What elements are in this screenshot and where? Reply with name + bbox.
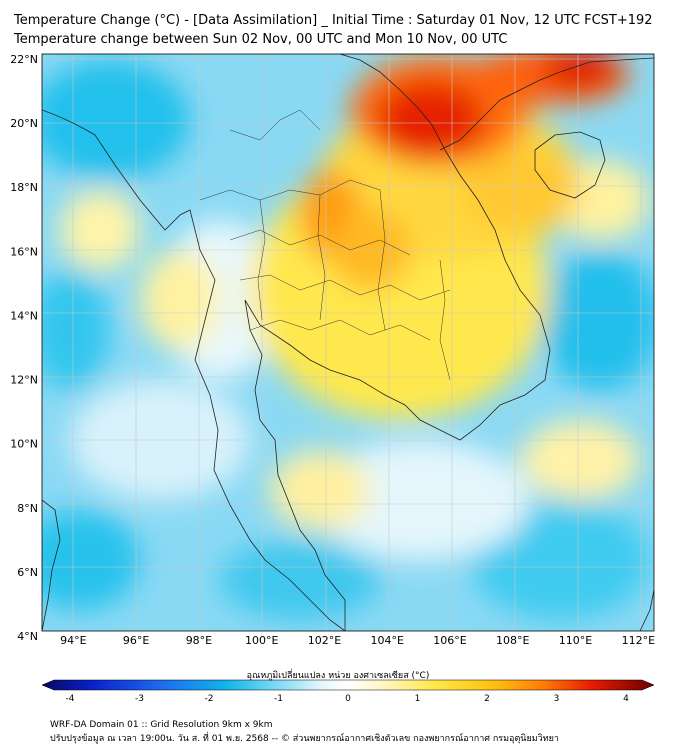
lon-tick-label: 106°E	[433, 634, 466, 647]
colorbar-tick-label: -2	[205, 694, 214, 704]
lat-tick-label: 20°N	[10, 117, 38, 130]
lat-tick-label: 22°N	[10, 53, 38, 66]
lon-tick-label: 98°E	[186, 634, 212, 647]
longitude-labels: 94°E 96°E 98°E 100°E 102°E 104°E 106°E 108°E 110…	[60, 634, 655, 647]
lon-tick-label: 102°E	[308, 634, 341, 647]
map-subtitle: Temperature change between Sun 02 Nov, 0…	[14, 32, 508, 47]
lat-tick-label: 6°N	[17, 566, 38, 579]
footer-update-info: ปรับปรุงข้อมูล ณ เวลา 19:00น. วัน ส. ที่…	[50, 734, 559, 744]
colorbar-tick-label: -1	[274, 694, 283, 704]
lon-tick-label: 110°E	[559, 634, 592, 647]
coastlines	[42, 54, 654, 631]
latitude-labels: 22°N 20°N 18°N 16°N 14°N 12°N 10°N 8°N 6°N 4°N	[10, 53, 38, 643]
colorbar-tick-label: 1	[415, 694, 421, 704]
lon-tick-label: 108°E	[496, 634, 529, 647]
colorbar-tick-label: 3	[554, 694, 560, 704]
lon-tick-label: 104°E	[371, 634, 404, 647]
footer-model-info: WRF-DA Domain 01 :: Grid Resolution 9km …	[50, 720, 273, 730]
lat-tick-label: 16°N	[10, 245, 38, 258]
lat-tick-label: 4°N	[17, 630, 38, 643]
colorbar-tick-label: 2	[484, 694, 490, 704]
lon-tick-label: 94°E	[60, 634, 86, 647]
province-borders	[199, 109, 451, 381]
lat-tick-label: 14°N	[10, 309, 38, 322]
colorbar-tick-label: -3	[135, 694, 144, 704]
lon-tick-label: 100°E	[245, 634, 278, 647]
colorbar: -4 -3 -2 -1 0 1 2 3 4	[41, 679, 655, 704]
lon-tick-label: 96°E	[123, 634, 149, 647]
lon-tick-label: 112°E	[622, 634, 655, 647]
temperature-field	[42, 54, 654, 631]
map-title: Temperature Change (°C) - [Data Assimila…	[14, 13, 653, 28]
lat-tick-label: 12°N	[10, 374, 38, 387]
colorbar-tick-label: 0	[345, 694, 351, 704]
lat-tick-label: 8°N	[17, 502, 38, 515]
lat-tick-label: 18°N	[10, 181, 38, 194]
colorbar-title: อุณหภูมิเปลี่ยนแปลง หน่วย องศาเซลเซียส (…	[246, 671, 430, 681]
lat-tick-label: 10°N	[10, 438, 38, 451]
colorbar-tick-label: -4	[66, 694, 75, 704]
map-frame	[41, 53, 655, 632]
colorbar-tick-label: 4	[623, 694, 629, 704]
